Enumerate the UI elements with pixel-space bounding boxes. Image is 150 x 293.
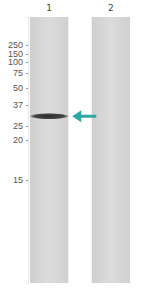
arrow-head	[72, 110, 81, 122]
tick-label: 15	[13, 175, 23, 185]
tick-mark	[26, 180, 28, 181]
band	[30, 113, 69, 119]
tick-mark	[26, 88, 28, 89]
lane	[92, 17, 130, 283]
tick: 50	[13, 83, 28, 93]
tick-label: 20	[13, 135, 23, 145]
tick: 25	[13, 121, 28, 131]
tick: 20	[13, 135, 28, 145]
bands	[30, 113, 69, 119]
tick-mark	[26, 126, 28, 127]
tick-label: 100	[8, 57, 23, 67]
tick-label: 50	[13, 83, 23, 93]
lane	[30, 17, 68, 283]
tick: 37	[13, 100, 28, 110]
tick-mark	[26, 54, 28, 55]
tick-label: 37	[13, 100, 23, 110]
tick-label: 75	[13, 68, 23, 78]
tick: 75	[13, 68, 28, 78]
tick: 15	[13, 175, 28, 185]
arrow	[72, 110, 96, 122]
tick-label: 25	[13, 121, 23, 131]
lane-label: 2	[108, 3, 114, 13]
lane-label: 1	[46, 3, 52, 13]
blot-figure: 25015010075503725201512	[0, 0, 150, 293]
tick: 100	[8, 57, 28, 67]
tick-mark	[26, 62, 28, 63]
axis-line	[26, 18, 29, 284]
tick-mark	[26, 105, 28, 106]
tick-mark	[26, 45, 28, 46]
tick-mark	[26, 73, 28, 74]
marker-axis: 250150100755037252015	[8, 18, 29, 284]
tick-mark	[26, 140, 28, 141]
